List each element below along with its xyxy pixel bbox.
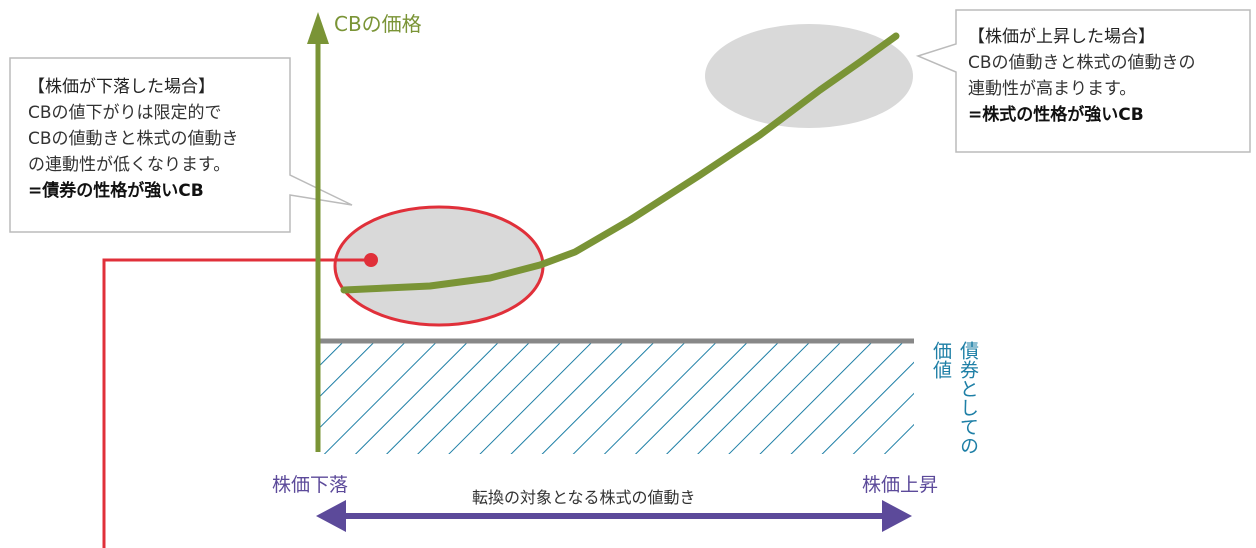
left-callout-box <box>9 57 353 233</box>
left-callout-line: CBの値下がりは限定的で <box>28 103 222 123</box>
left-callout-line: CBの値動きと株式の値動き <box>28 129 239 149</box>
left-callout-conclusion: =債券の性格が強いCB <box>28 181 204 201</box>
x-arrow-left-head <box>316 500 346 532</box>
y-axis-arrowhead <box>307 12 329 44</box>
x-axis-left-label: 株価下落 <box>272 474 349 496</box>
upper-zone-bubble <box>705 24 913 128</box>
x-axis-right-label: 株価上昇 <box>862 474 939 496</box>
highlight-leader-line <box>102 258 371 548</box>
highlight-dot <box>364 253 378 267</box>
left-callout-line: の連動性が低くなります。 <box>28 155 231 175</box>
cb-price-curve <box>340 32 900 294</box>
y-axis-title: CBの価格 <box>334 12 422 36</box>
right-callout-text: 【株価が上昇した場合】 CBの値動きと株式の値動きの 連動性が高まります。 =株… <box>968 24 1238 128</box>
bond-value-label: 債券としての <box>957 341 979 455</box>
x-arrow-right-head <box>882 500 912 532</box>
left-callout-text: 【株価が下落した場合】 CBの値下がりは限定的で CBの値動きと株式の値動き の… <box>28 74 286 204</box>
bond-value-region <box>318 342 914 454</box>
right-callout-box <box>915 9 1251 153</box>
x-axis-center-label: 転換の対象となる株式の値動き <box>472 488 696 507</box>
right-callout-conclusion: =株式の性格が強いCB <box>968 105 1144 125</box>
lower-zone-bubble <box>333 205 545 327</box>
right-callout-line: 連動性が高まります。 <box>968 79 1137 99</box>
right-callout-heading: 【株価が上昇した場合】 <box>968 27 1155 47</box>
right-callout-line: CBの値動きと株式の値動きの <box>968 53 1196 73</box>
bond-value-label: 価値 <box>930 341 952 379</box>
left-callout-heading: 【株価が下落した場合】 <box>28 77 215 97</box>
